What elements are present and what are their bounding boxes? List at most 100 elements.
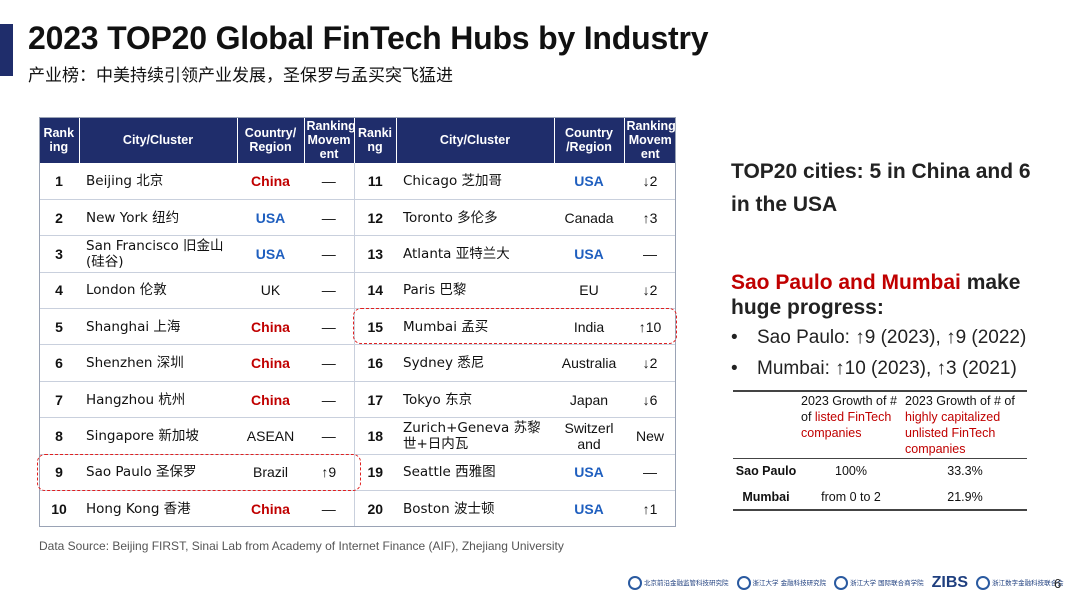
progress-highlight-cities: Sao Paulo and Mumbai (731, 271, 961, 294)
movement-cell: — (304, 235, 355, 273)
growth-unlisted-value: 21.9% (903, 484, 1027, 511)
table-row: 7 Hangzhou 杭州 China —17 Tokyo 东京 Japan ↓6 (39, 381, 676, 419)
movement-cell: — (624, 235, 676, 273)
country-cell: China (237, 163, 304, 200)
movement-cell: New (624, 417, 676, 455)
table-row: 2 New York 纽约 USA —12 Toronto 多伦多 Canada ↑3 (39, 199, 676, 237)
col-header-rank-2: Ranki ng (354, 117, 397, 163)
rank-cell: 1 (39, 163, 79, 200)
table-row: 9 Sao Paulo 圣保罗 Brazil ↑9 19 Seattle 西雅图 USA — (39, 454, 676, 492)
growth-row-label: Mumbai (733, 484, 799, 511)
country-cell: Canada (554, 199, 624, 237)
country-cell: USA (554, 235, 624, 273)
page-number: 6 (1054, 576, 1062, 591)
data-source-note: Data Source: Beijing FIRST, Sinai Lab fr… (39, 539, 564, 553)
rank-cell: 19 (354, 454, 396, 492)
movement-cell: — (304, 199, 355, 237)
movement-cell: ↑3 (624, 199, 676, 237)
country-cell: China (237, 344, 304, 382)
col-header-rank: Rank ing (39, 117, 80, 163)
progress-bullet-list: Sao Paulo: ↑9 (2023), ↑9 (2022) Mumbai: … (731, 322, 1061, 384)
rank-cell: 18 (354, 417, 396, 455)
rank-cell: 8 (39, 417, 79, 455)
rank-cell: 14 (354, 272, 396, 310)
country-cell: ASEAN (237, 417, 304, 455)
city-cell: Atlanta 亚特兰大 (396, 235, 554, 273)
first-logo-icon (628, 576, 642, 590)
growth-table-header: 2023 Growth of # of listed FinTech compa… (733, 391, 1027, 459)
growth-listed-value: from 0 to 2 (799, 484, 903, 511)
association-logo-icon (976, 576, 991, 590)
country-cell: USA (237, 235, 304, 273)
country-cell: USA (554, 490, 624, 528)
col-header-city-2: City/Cluster (396, 117, 555, 163)
col-header-movement: Ranking Movem ent (304, 117, 356, 163)
rank-cell: 7 (39, 381, 79, 419)
table-row: 4 London 伦敦 UK —14 Paris 巴黎 EU ↓2 (39, 272, 676, 310)
col-header-country-2: Country /Region (554, 117, 625, 163)
ibs-logo: 浙江大学 国际联合商学院 (834, 576, 924, 590)
country-cell: China (237, 308, 304, 346)
movement-cell: — (304, 272, 355, 310)
movement-cell: — (304, 344, 355, 382)
progress-heading-rest: make huge progress: (731, 271, 1021, 319)
title-accent-bar (0, 24, 13, 76)
city-cell: Hong Kong 香港 (79, 490, 237, 528)
movement-cell: ↑1 (624, 490, 676, 528)
movement-cell: ↓6 (624, 381, 676, 419)
slide-subtitle: 产业榜：中美持续引领产业发展，圣保罗与孟买突飞猛进 (28, 66, 453, 86)
growth-row-mumbai: Mumbai from 0 to 2 21.9% (733, 484, 1027, 511)
table-row: 10 Hong Kong 香港 China —20 Boston 波士顿 USA ↑1 (39, 490, 676, 528)
rank-cell: 11 (354, 163, 396, 200)
city-cell: New York 纽约 (79, 199, 237, 237)
table-row: 3 San Francisco 旧金山(硅谷) USA —13 Atlanta 亚特兰大… (39, 235, 676, 273)
city-cell: San Francisco 旧金山(硅谷) (79, 235, 237, 273)
country-cell: EU (554, 272, 624, 310)
top20-summary-heading: TOP20 cities: 5 in China and 6 in the US… (731, 160, 1031, 216)
zafintech-logo: 浙江数字金融科技联合会 (976, 576, 1064, 590)
growth-row-label: Sao Paulo (735, 464, 797, 479)
col-header-movement-2: Ranking Movem ent (624, 117, 676, 163)
col-header-city: City/Cluster (79, 117, 238, 163)
progress-heading: Sao Paulo and Mumbai make huge progress: (731, 270, 1061, 320)
rank-cell: 10 (39, 490, 79, 528)
movement-cell: — (304, 381, 355, 419)
table-row: 5 Shanghai 上海 China —15 Mumbai 孟买 India ↑10 (39, 308, 676, 346)
bullet-sao-paulo: Sao Paulo: ↑9 (2023), ↑9 (2022) (731, 322, 1061, 353)
country-cell: India (554, 308, 624, 346)
city-cell: Chicago 芝加哥 (396, 163, 554, 200)
movement-cell: ↑9 (304, 454, 355, 492)
ranking-table-header: Rank ing City/Cluster Country/ Region Ra… (39, 117, 676, 163)
table-row: 1 Beijing 北京 China —11 Chicago 芝加哥 USA ↓2 (39, 163, 676, 200)
mumbai-highlight-box (353, 308, 677, 344)
rank-cell: 4 (39, 272, 79, 310)
table-row: 8 Singapore 新加坡 ASEAN —18 Zurich+Geneva 苏黎世+… (39, 417, 676, 455)
ranking-table: Rank ing City/Cluster Country/ Region Ra… (39, 117, 676, 528)
country-cell: Australia (554, 344, 624, 382)
movement-cell: — (304, 490, 355, 528)
city-cell: Boston 波士顿 (396, 490, 554, 528)
first-logo: 北京前沿金融监管科技研究院 (628, 576, 729, 590)
bullet-mumbai: Mumbai: ↑10 (2023), ↑3 (2021) (731, 353, 1061, 384)
movement-cell: — (624, 454, 676, 492)
rank-cell: 15 (354, 308, 396, 346)
aif-logo: 浙江大学 金融科技研究院 (736, 576, 826, 590)
country-cell: China (237, 381, 304, 419)
growth-table: 2023 Growth of # of listed FinTech compa… (733, 390, 1027, 511)
city-cell: Beijing 北京 (79, 163, 237, 200)
country-cell: China (237, 490, 304, 528)
country-cell: UK (237, 272, 304, 310)
growth-header-listed: 2023 Growth of # of listed FinTech compa… (799, 391, 903, 459)
city-cell: Seattle 西雅图 (396, 454, 554, 492)
rank-cell: 20 (354, 490, 396, 528)
rank-cell: 17 (354, 381, 396, 419)
footer-logo-strip: 北京前沿金融监管科技研究院 浙江大学 金融科技研究院 浙江大学 国际联合商学院 … (628, 572, 1064, 594)
city-cell: Sydney 悉尼 (396, 344, 554, 382)
country-cell: USA (554, 454, 624, 492)
zibs-logo: ZIBS (931, 574, 969, 591)
city-cell: Zurich+Geneva 苏黎世+日内瓦 (396, 417, 554, 455)
rank-cell: 16 (354, 344, 396, 382)
growth-row-sao-paulo: Sao Paulo 100% 33.3% (733, 458, 1027, 484)
country-cell: Brazil (237, 454, 304, 492)
movement-cell: ↓2 (624, 163, 676, 200)
